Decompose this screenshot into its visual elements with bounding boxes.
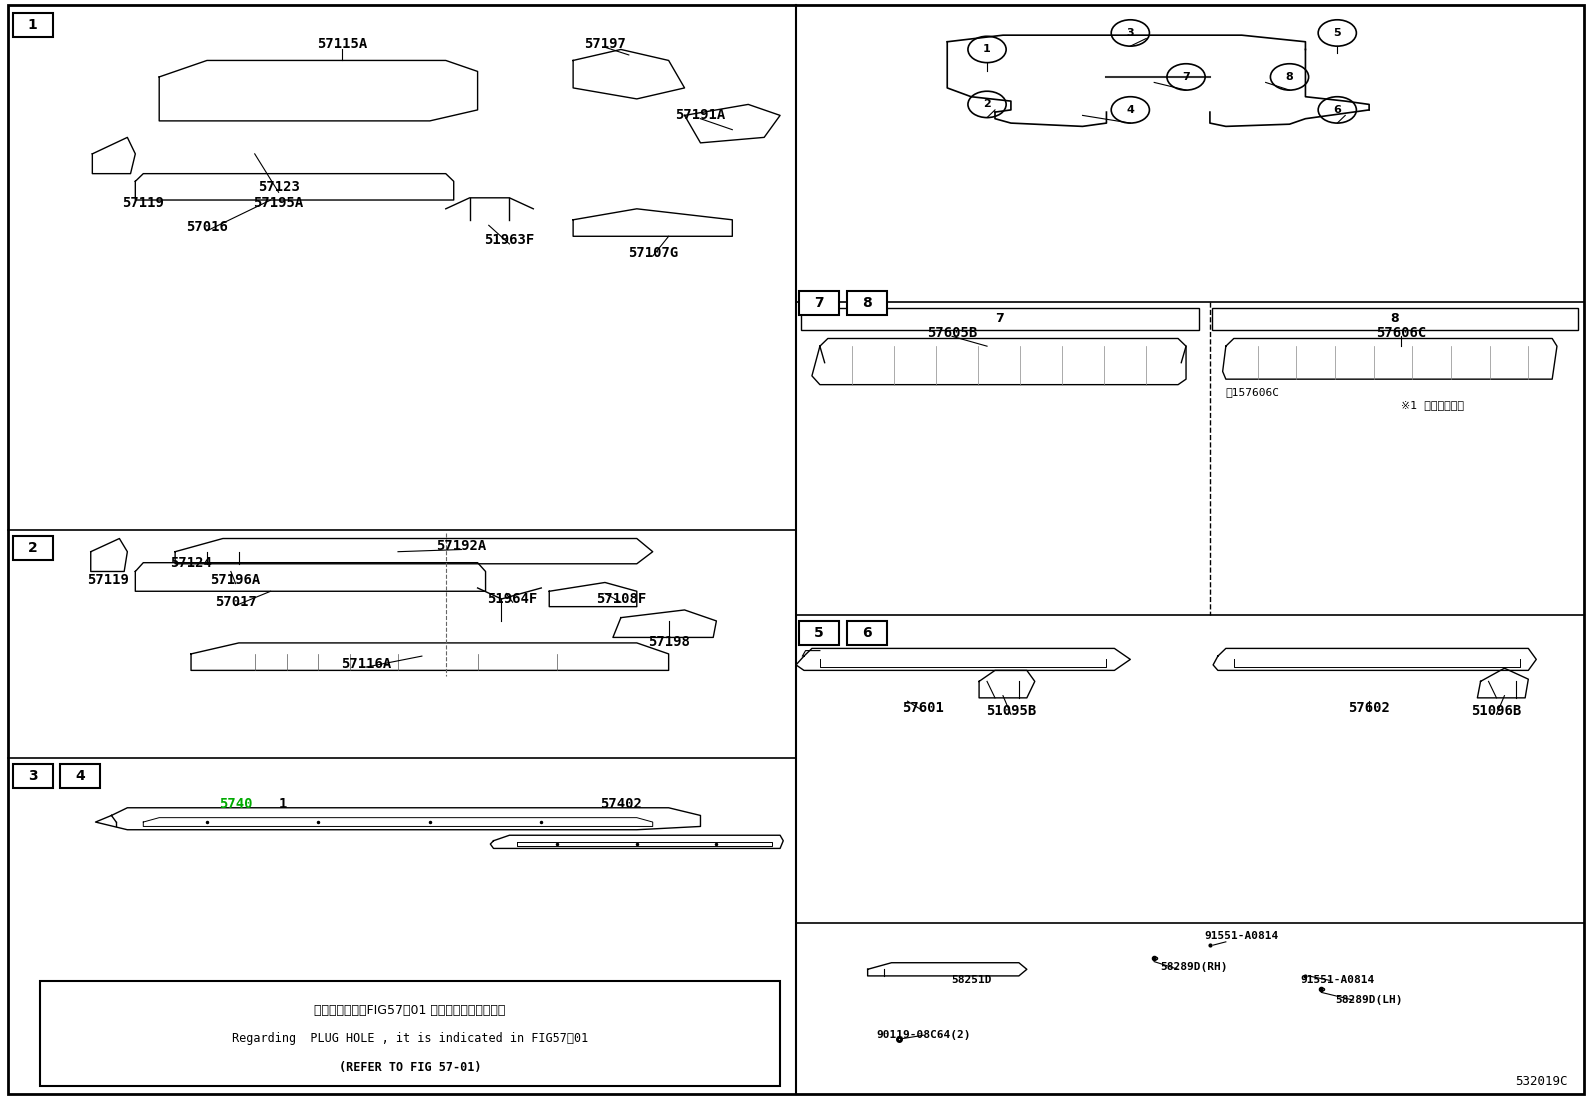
Text: 1: 1: [984, 44, 990, 55]
Text: 57195A: 57195A: [253, 197, 304, 210]
Text: 57017: 57017: [215, 596, 256, 609]
Text: 3: 3: [27, 769, 38, 782]
Text: 57196A: 57196A: [210, 574, 261, 587]
Bar: [40, 981, 780, 1086]
Text: Regarding  PLUG HOLE , it is indicated in FIG57－01: Regarding PLUG HOLE , it is indicated in…: [232, 1032, 587, 1045]
Text: 57197: 57197: [584, 37, 626, 51]
Text: 4: 4: [75, 769, 86, 782]
Text: 6: 6: [861, 626, 872, 640]
Text: 5: 5: [1334, 27, 1340, 38]
Text: 5740: 5740: [218, 798, 253, 811]
Text: 7: 7: [1183, 71, 1189, 82]
Text: 57107G: 57107G: [627, 246, 678, 259]
Bar: [847, 291, 887, 315]
Text: (REFER TO FIG 57-01): (REFER TO FIG 57-01): [339, 1061, 481, 1074]
Text: 57124: 57124: [170, 556, 212, 569]
Text: プラグホールはFIG57－01 に撃載してあります。: プラグホールはFIG57－01 に撃載してあります。: [314, 1004, 506, 1018]
Text: 4: 4: [1127, 104, 1134, 115]
Text: 90119-08C64(2): 90119-08C64(2): [876, 1030, 971, 1041]
Bar: [60, 764, 100, 788]
Text: 58289D(LH): 58289D(LH): [1336, 995, 1403, 1006]
Text: ※157606C: ※157606C: [1226, 387, 1280, 397]
Text: 57605B: 57605B: [927, 326, 977, 340]
Text: 3: 3: [1127, 27, 1134, 38]
Text: 51964F: 51964F: [487, 592, 538, 606]
Text: 58251D: 58251D: [950, 975, 992, 986]
Text: 57119: 57119: [123, 197, 164, 210]
Text: 7: 7: [995, 312, 1005, 325]
Text: 91551-A0814: 91551-A0814: [1205, 931, 1278, 942]
Text: 532019C: 532019C: [1516, 1075, 1568, 1088]
Text: ※1  ウエルキャブ: ※1 ウエルキャブ: [1401, 400, 1465, 410]
Text: 57192A: 57192A: [436, 540, 487, 553]
Bar: [13, 13, 53, 37]
Text: 57606C: 57606C: [1375, 326, 1426, 340]
Text: 6: 6: [1334, 104, 1340, 115]
Text: 1: 1: [27, 19, 38, 32]
Text: 7: 7: [814, 297, 825, 310]
Text: 57602: 57602: [1348, 701, 1390, 714]
Text: 8: 8: [861, 297, 872, 310]
Bar: [13, 764, 53, 788]
Text: 51096B: 51096B: [1471, 704, 1522, 718]
Text: 57402: 57402: [600, 798, 642, 811]
Text: 8: 8: [1286, 71, 1293, 82]
Text: 51095B: 51095B: [985, 704, 1036, 718]
Text: 1: 1: [279, 798, 288, 811]
Bar: [1212, 308, 1578, 330]
Text: 57198: 57198: [648, 635, 689, 648]
Text: 57016: 57016: [186, 221, 228, 234]
Text: 2: 2: [984, 99, 990, 110]
Text: 57601: 57601: [903, 701, 944, 714]
Text: 2: 2: [27, 542, 38, 555]
Text: 57115A: 57115A: [317, 37, 368, 51]
Text: 57116A: 57116A: [341, 657, 392, 670]
Bar: [847, 621, 887, 645]
Bar: [799, 621, 839, 645]
Text: 8: 8: [1390, 312, 1399, 325]
Bar: [13, 536, 53, 560]
Bar: [799, 291, 839, 315]
Text: 57123: 57123: [258, 180, 299, 193]
Text: 51963F: 51963F: [484, 233, 535, 246]
Text: 57191A: 57191A: [675, 109, 726, 122]
Bar: [801, 308, 1199, 330]
Text: 57108F: 57108F: [595, 592, 646, 606]
Text: 91551-A0814: 91551-A0814: [1301, 975, 1374, 986]
Text: 5: 5: [814, 626, 825, 640]
Text: 57119: 57119: [88, 574, 129, 587]
Text: 58289D(RH): 58289D(RH): [1161, 962, 1227, 973]
